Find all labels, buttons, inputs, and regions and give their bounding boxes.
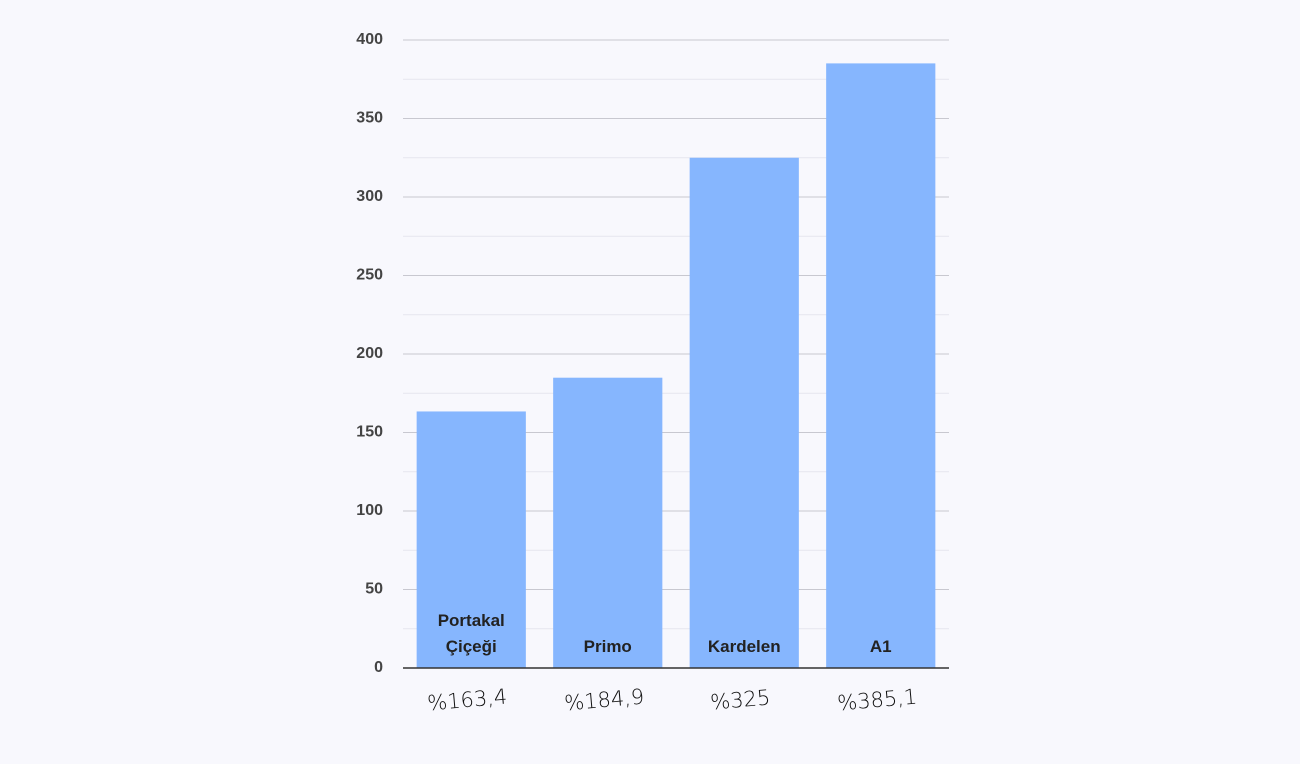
- bar: [416, 411, 526, 668]
- y-tick-label: 350: [356, 110, 383, 127]
- y-tick-label: 250: [356, 267, 383, 284]
- y-tick-label: 150: [356, 424, 383, 441]
- category-label: Primo: [583, 637, 632, 656]
- y-tick-label: 0: [374, 659, 383, 676]
- category-label: Kardelen: [707, 637, 781, 656]
- bar: [553, 377, 663, 668]
- category-label: Portakal Çiçeği: [437, 611, 505, 656]
- bar: [689, 157, 799, 668]
- y-tick-label: 200: [356, 345, 383, 362]
- y-tick-label: 300: [356, 188, 383, 205]
- y-tick-label: 400: [356, 31, 383, 48]
- bar: [826, 63, 936, 668]
- category-label: A1: [869, 637, 892, 656]
- y-tick-label: 50: [365, 581, 383, 598]
- y-tick-label: 100: [356, 502, 383, 519]
